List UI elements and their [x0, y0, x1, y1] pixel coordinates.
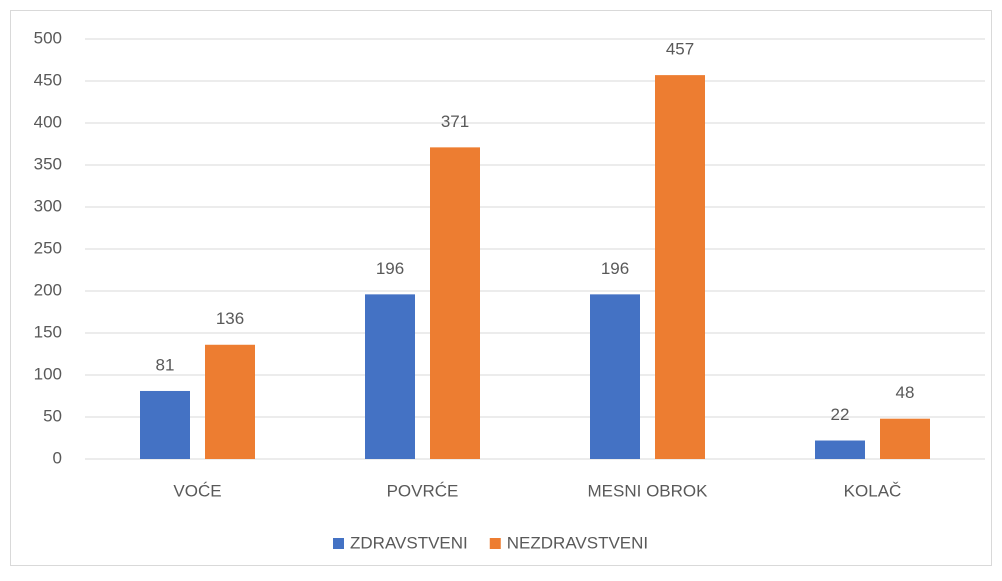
x-tick-label: POVRĆE — [387, 481, 459, 500]
y-tick-label: 300 — [34, 196, 62, 215]
y-tick-label: 400 — [34, 112, 62, 131]
legend-swatch — [489, 538, 501, 549]
data-label: 196 — [601, 259, 629, 278]
y-tick-label: 500 — [34, 28, 62, 47]
data-label: 196 — [376, 259, 404, 278]
bar — [590, 294, 640, 459]
y-tick-label: 100 — [34, 364, 62, 383]
y-tick-label: 350 — [34, 154, 62, 173]
data-label: 457 — [666, 40, 694, 59]
x-tick-label: KOLAČ — [844, 481, 902, 500]
data-label: 48 — [896, 383, 915, 402]
y-tick-label: 0 — [53, 448, 62, 467]
bar — [365, 294, 415, 459]
chart-border — [10, 10, 992, 566]
bar — [815, 440, 865, 459]
x-tick-label: MESNI OBROK — [588, 481, 709, 500]
bar — [430, 147, 480, 460]
bar — [205, 344, 255, 459]
data-label: 136 — [216, 309, 244, 328]
legend-label: NEZDRAVSTVENI — [507, 533, 648, 552]
data-label: 81 — [156, 355, 175, 374]
y-tick-label: 450 — [34, 70, 62, 89]
bar — [140, 390, 190, 459]
data-label: 22 — [831, 405, 850, 424]
y-tick-label: 50 — [43, 406, 62, 425]
y-tick-label: 250 — [34, 238, 62, 257]
bar — [655, 75, 705, 460]
data-label: 371 — [441, 112, 469, 131]
legend-swatch — [333, 538, 344, 549]
y-tick-label: 150 — [34, 322, 62, 341]
y-tick-label: 200 — [34, 280, 62, 299]
x-tick-label: VOĆE — [173, 481, 221, 500]
bar — [880, 418, 930, 459]
legend-label: ZDRAVSTVENI — [350, 533, 468, 552]
